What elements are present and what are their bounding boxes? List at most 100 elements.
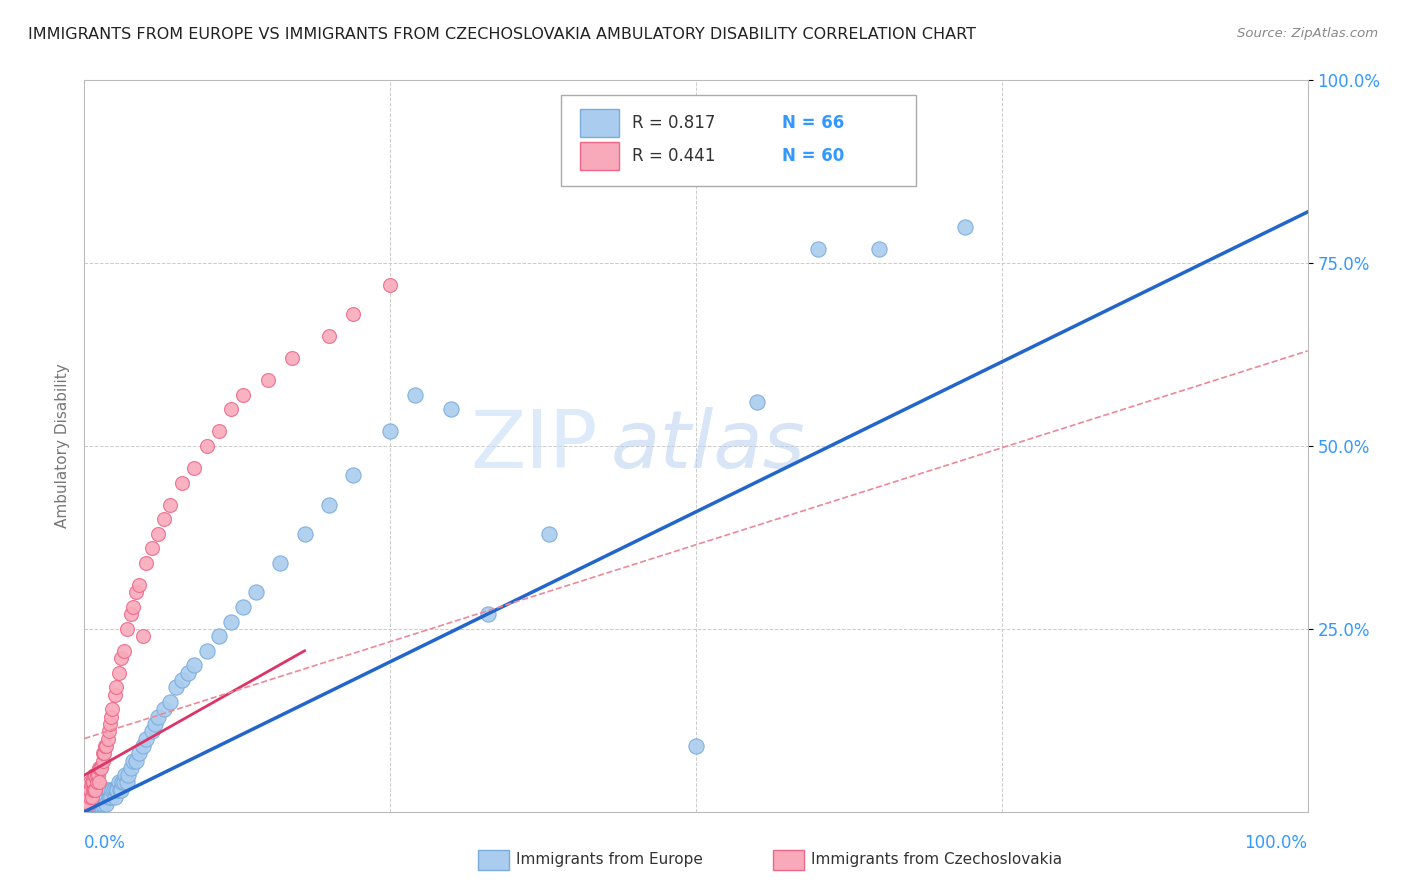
Point xyxy=(86,768,108,782)
Point xyxy=(159,498,181,512)
Point xyxy=(380,425,402,439)
Point xyxy=(79,782,101,797)
Point xyxy=(83,790,105,805)
Point xyxy=(110,651,132,665)
Point xyxy=(440,402,463,417)
Point xyxy=(208,425,231,439)
Point xyxy=(122,599,145,614)
Point xyxy=(79,797,101,812)
Point xyxy=(91,746,114,760)
Point xyxy=(219,402,242,417)
Point xyxy=(125,754,148,768)
Point xyxy=(342,307,364,321)
Point xyxy=(342,468,364,483)
Point xyxy=(100,709,122,723)
Point xyxy=(257,373,280,387)
Text: R = 0.817: R = 0.817 xyxy=(633,113,716,132)
Text: R = 0.441: R = 0.441 xyxy=(633,147,716,165)
Point xyxy=(117,768,139,782)
Point xyxy=(281,351,304,366)
Point xyxy=(318,498,340,512)
Text: Immigrants from Czechoslovakia: Immigrants from Czechoslovakia xyxy=(811,853,1063,867)
Point xyxy=(97,790,120,805)
FancyBboxPatch shape xyxy=(579,109,619,136)
Point xyxy=(318,329,340,343)
Point xyxy=(96,739,118,753)
Text: 0.0%: 0.0% xyxy=(84,834,127,852)
Point xyxy=(100,790,122,805)
Point xyxy=(82,775,104,789)
Point xyxy=(91,797,114,812)
Point xyxy=(101,782,124,797)
Point xyxy=(98,790,121,805)
Point xyxy=(245,585,267,599)
Point xyxy=(93,746,115,760)
Point xyxy=(132,629,155,643)
Point xyxy=(104,790,127,805)
Point xyxy=(685,739,707,753)
Text: atlas: atlas xyxy=(610,407,806,485)
Point xyxy=(115,622,138,636)
Point xyxy=(108,782,131,797)
Point xyxy=(128,746,150,760)
Point xyxy=(87,790,110,805)
Point xyxy=(869,242,891,256)
Point xyxy=(87,775,110,789)
Point xyxy=(141,724,163,739)
Point xyxy=(91,790,114,805)
Point xyxy=(232,599,254,614)
Point xyxy=(165,681,187,695)
Text: Source: ZipAtlas.com: Source: ZipAtlas.com xyxy=(1237,27,1378,40)
Point xyxy=(79,790,101,805)
Point xyxy=(82,782,104,797)
Point xyxy=(135,731,157,746)
Text: Immigrants from Europe: Immigrants from Europe xyxy=(516,853,703,867)
Point xyxy=(82,797,104,812)
Point xyxy=(135,556,157,570)
Point xyxy=(146,709,169,723)
Point xyxy=(86,775,108,789)
Point xyxy=(77,782,100,797)
Point xyxy=(115,775,138,789)
Point xyxy=(208,629,231,643)
Point xyxy=(103,782,125,797)
Point xyxy=(86,790,108,805)
Y-axis label: Ambulatory Disability: Ambulatory Disability xyxy=(55,364,70,528)
Point xyxy=(97,782,120,797)
Point xyxy=(87,768,110,782)
Text: N = 60: N = 60 xyxy=(782,147,844,165)
Point xyxy=(105,782,128,797)
Point xyxy=(91,754,114,768)
Point xyxy=(143,717,166,731)
Point xyxy=(132,739,155,753)
Point xyxy=(146,526,169,541)
Point xyxy=(83,782,105,797)
Point xyxy=(98,717,121,731)
Point xyxy=(112,775,135,789)
Point xyxy=(96,797,118,812)
Text: ZIP: ZIP xyxy=(471,407,598,485)
Text: 100.0%: 100.0% xyxy=(1244,834,1308,852)
Point xyxy=(79,775,101,789)
Point xyxy=(807,242,830,256)
Point xyxy=(97,724,120,739)
Point xyxy=(172,475,194,490)
Point xyxy=(89,797,111,812)
Point xyxy=(122,754,145,768)
Text: N = 66: N = 66 xyxy=(782,113,844,132)
Point xyxy=(125,585,148,599)
Point xyxy=(84,768,107,782)
Point xyxy=(232,388,254,402)
Point xyxy=(105,782,128,797)
FancyBboxPatch shape xyxy=(579,143,619,170)
Point xyxy=(105,681,128,695)
Point xyxy=(114,768,136,782)
Point xyxy=(90,790,112,805)
Point xyxy=(112,644,135,658)
Point xyxy=(294,526,316,541)
Point xyxy=(111,775,134,789)
Point xyxy=(101,702,124,716)
Point xyxy=(84,782,107,797)
Point xyxy=(77,790,100,805)
Point xyxy=(177,665,200,680)
